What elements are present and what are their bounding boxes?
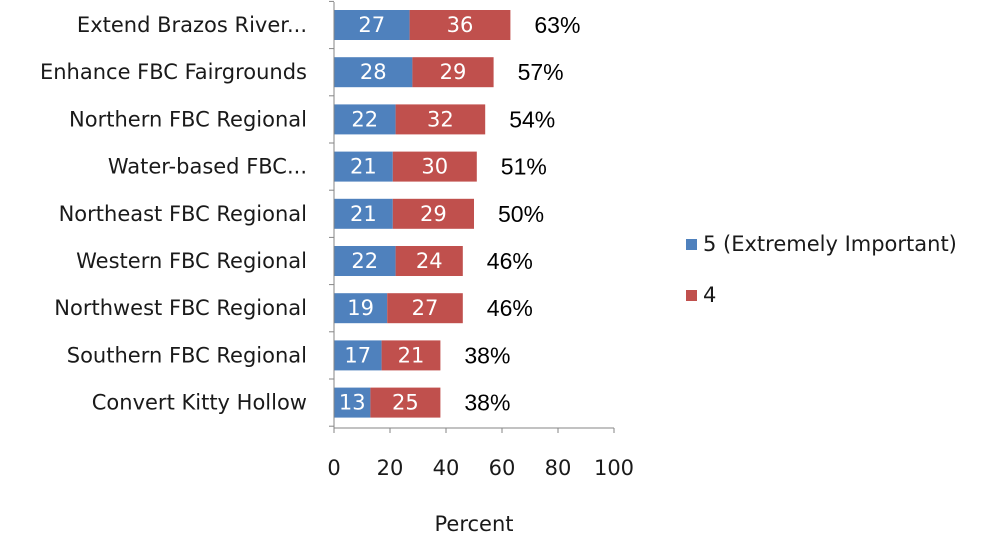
x-tick-label: 40 <box>433 456 460 480</box>
bar-value-label: 29 <box>440 60 467 84</box>
total-label: 46% <box>487 248 533 274</box>
bar-value-label: 21 <box>398 343 425 367</box>
bar-segment <box>392 198 474 229</box>
category-label: Enhance FBC Fairgrounds <box>40 60 307 84</box>
bar-segment <box>334 57 413 88</box>
x-tick-label: 0 <box>327 456 340 480</box>
x-tick-label: 100 <box>594 456 634 480</box>
bar-segment <box>395 246 463 276</box>
x-axis-title: Percent <box>434 512 513 536</box>
total-label: 51% <box>501 154 547 180</box>
bar-value-label: 36 <box>447 13 474 37</box>
category-label: Western FBC Regional <box>76 249 307 273</box>
bar-segment <box>334 293 388 324</box>
legend-swatch <box>686 290 697 301</box>
x-tick-label: 80 <box>545 456 572 480</box>
total-label: 50% <box>498 201 544 227</box>
bar-value-label: 22 <box>351 249 378 273</box>
bar-value-label: 25 <box>392 391 419 415</box>
bar-value-label: 22 <box>351 107 378 131</box>
category-label: Extend Brazos River... <box>77 13 307 37</box>
bar-segment <box>334 387 371 418</box>
bar-segment <box>392 151 477 182</box>
bar-segment <box>381 340 441 371</box>
bar-value-label: 32 <box>427 107 454 131</box>
bars-group: 27 36 63% 28 29 57% 22 32 54% 21 30 51% 21 29 50% 22 24 4… <box>334 10 580 418</box>
legend-label: 4 <box>703 283 716 307</box>
bar-value-label: 19 <box>347 296 374 320</box>
total-label: 63% <box>534 12 580 38</box>
bar-segment <box>334 340 382 371</box>
bar-value-label: 17 <box>344 343 371 367</box>
bar-value-label: 27 <box>412 296 439 320</box>
bar-segment <box>409 10 511 40</box>
bar-segment <box>387 293 463 324</box>
bar-value-label: 13 <box>339 391 366 415</box>
category-label: Northeast FBC Regional <box>59 202 307 226</box>
category-label: Northwest FBC Regional <box>54 296 307 320</box>
bar-segment <box>334 151 393 182</box>
bar-value-label: 21 <box>350 202 377 226</box>
total-label: 38% <box>464 342 510 368</box>
bar-value-label: 29 <box>420 202 447 226</box>
category-label: Southern FBC Regional <box>67 343 307 367</box>
x-tick-label: 60 <box>489 456 516 480</box>
bar-segment <box>370 387 441 418</box>
x-tick-label: 20 <box>377 456 404 480</box>
bar-value-label: 30 <box>421 155 448 179</box>
bar-segment <box>412 57 494 88</box>
total-label: 38% <box>464 390 510 416</box>
bar-value-label: 24 <box>416 249 443 273</box>
bar-segment <box>334 10 410 40</box>
category-labels-group: Extend Brazos River... Enhance FBC Fairgr… <box>40 13 307 415</box>
legend-swatch <box>686 239 697 250</box>
bar-segment <box>334 246 396 276</box>
legend-label: 5 (Extremely Important) <box>703 232 957 256</box>
category-label: Water-based FBC... <box>108 155 307 179</box>
bar-value-label: 28 <box>360 60 387 84</box>
bar-value-label: 27 <box>358 13 385 37</box>
total-label: 46% <box>487 295 533 321</box>
legend: 5 (Extremely Important) 4 <box>686 232 957 307</box>
total-label: 57% <box>518 59 564 85</box>
x-axis: 0 20 40 60 80 100 <box>327 0 634 480</box>
bar-segment <box>395 104 486 135</box>
total-label: 54% <box>509 106 555 132</box>
category-label: Northern FBC Regional <box>69 107 307 131</box>
bar-segment <box>334 198 393 229</box>
bar-segment <box>334 104 396 135</box>
bar-value-label: 21 <box>350 155 377 179</box>
category-label: Convert Kitty Hollow <box>92 391 307 415</box>
